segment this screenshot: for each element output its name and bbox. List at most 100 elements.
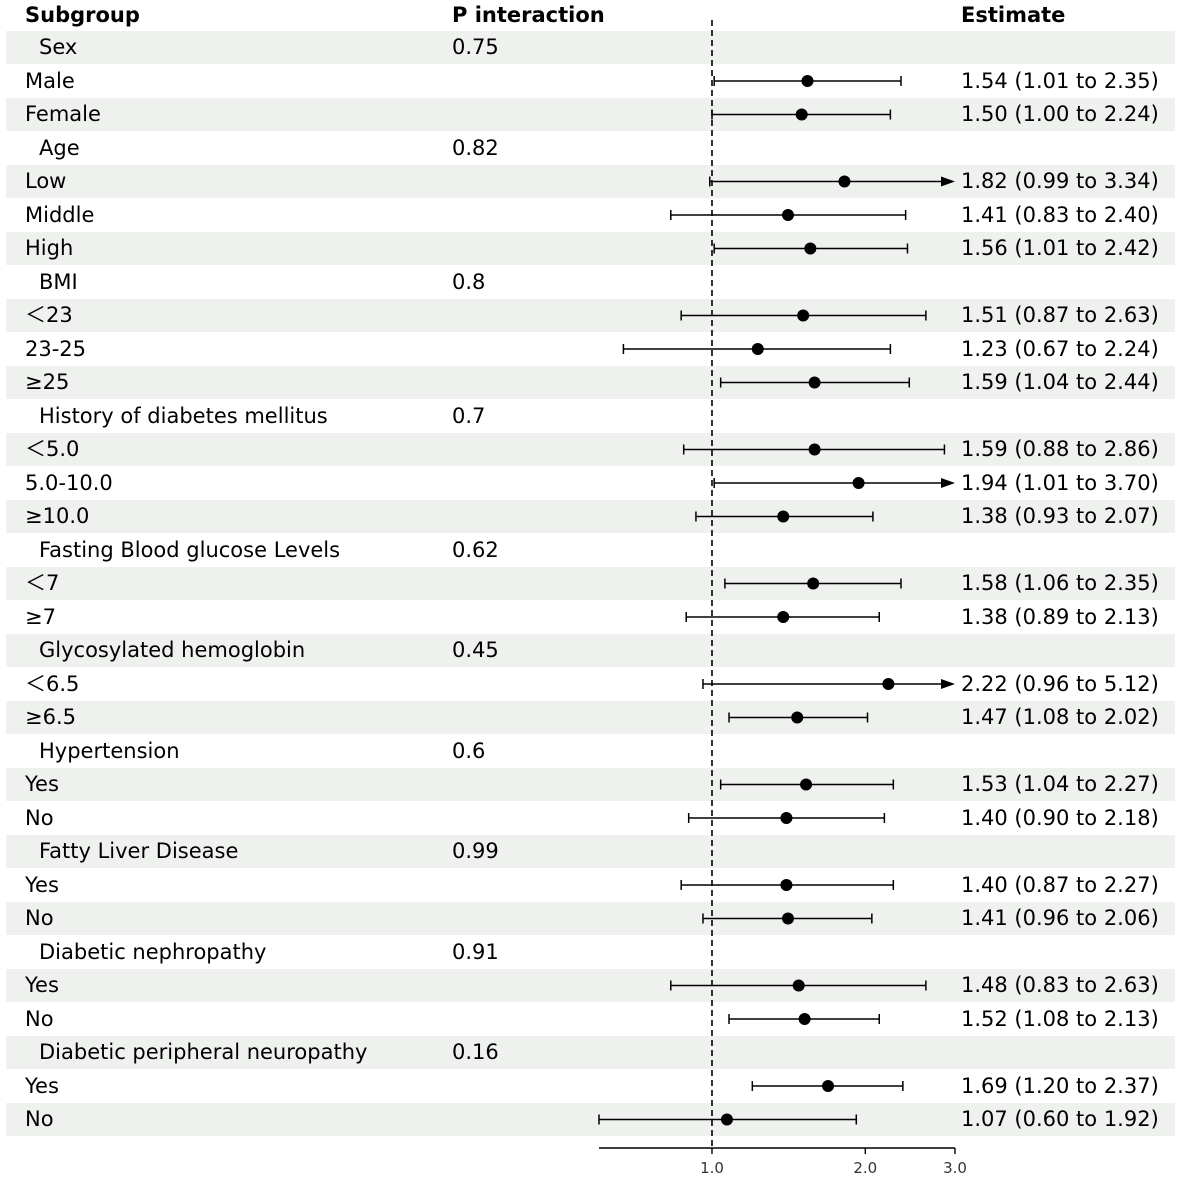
p-interaction-value: 0.91 (452, 939, 499, 964)
point-estimate (852, 477, 865, 489)
estimate-text: 1.56 (1.01 to 2.42) (961, 236, 1159, 260)
subgroup-name: Age (39, 135, 80, 160)
point-estimate (797, 309, 810, 322)
category-label: ＜7 (25, 571, 60, 595)
table-row: ≥25 1.59 (1.04 to 2.44) (6, 366, 1175, 399)
estimate-text: 1.82 (0.99 to 3.34) (961, 169, 1159, 193)
x-tick-label: 1.0 (700, 1159, 724, 1177)
table-row: Yes 1.69 (1.20 to 2.37) (6, 1070, 1175, 1103)
point-estimate (804, 242, 817, 255)
point-estimate (808, 376, 821, 389)
table-row: No 1.07 (0.60 to 1.92) (6, 1103, 1175, 1136)
table-row: 5.0-10.0 1.94 (1.01 to 3.70) (6, 467, 1175, 500)
subgroup-name: Fasting Blood glucose Levels (39, 537, 341, 562)
point-estimate (792, 979, 805, 992)
subgroup-name: Glycosylated hemoglobin (39, 638, 306, 662)
table-row: Yes 1.48 (0.83 to 2.63) (6, 969, 1175, 1002)
estimate-text: 1.54 (1.01 to 2.35) (961, 68, 1159, 93)
category-label: Middle (25, 202, 95, 227)
point-estimate (838, 175, 851, 188)
estimate-text: 1.48 (0.83 to 2.63) (961, 973, 1159, 997)
header-p-interaction: P interaction (452, 3, 605, 27)
table-row: Middle 1.41 (0.83 to 2.40) (6, 199, 1175, 232)
table-row: ≥7 1.38 (0.89 to 2.13) (6, 601, 1175, 634)
subgroup-name: Hypertension (39, 738, 180, 763)
x-tick-label: 2.0 (853, 1159, 877, 1177)
point-estimate (781, 912, 794, 925)
subgroup-header-row: Hypertension 0.6 (6, 735, 1175, 768)
subgroup-header-row: Age 0.82 (6, 132, 1175, 165)
p-interaction-value: 0.6 (452, 738, 486, 763)
table-row: ＜6.5 2.22 (0.96 to 5.12) (6, 668, 1175, 701)
point-estimate (780, 879, 793, 891)
category-label: Yes (25, 1073, 59, 1098)
ci-arrow (941, 679, 955, 689)
estimate-text: 1.94 (1.01 to 3.70) (961, 470, 1159, 495)
category-label: ＜23 (25, 303, 73, 327)
point-estimate (791, 711, 804, 724)
point-estimate (780, 812, 793, 824)
subgroup-header-row: Fatty Liver Disease 0.99 (6, 835, 1175, 868)
x-tick-label: 3.0 (943, 1159, 967, 1177)
ci-arrow (941, 478, 955, 488)
p-interaction-value: 0.75 (452, 35, 499, 59)
point-estimate (822, 1080, 835, 1092)
category-label: Low (25, 169, 67, 193)
table-row: 23-25 1.23 (0.67 to 2.24) (6, 333, 1175, 366)
table-row: ＜5.0 1.59 (0.88 to 2.86) (6, 433, 1175, 466)
subgroup-name: Fatty Liver Disease (39, 839, 239, 863)
estimate-text: 1.07 (0.60 to 1.92) (961, 1107, 1159, 1131)
category-label: Male (25, 68, 75, 93)
point-estimate (777, 611, 790, 623)
table-row: High 1.56 (1.01 to 2.42) (6, 232, 1175, 265)
category-label: No (25, 906, 54, 930)
category-label: No (25, 1006, 54, 1031)
point-estimate (798, 1013, 811, 1025)
subgroup-name: History of diabetes mellitus (39, 403, 328, 428)
table-row: Yes 1.53 (1.04 to 2.27) (6, 768, 1175, 801)
subgroup-name: Diabetic peripheral neuropathy (39, 1040, 368, 1064)
estimate-text: 1.41 (0.83 to 2.40) (961, 202, 1159, 227)
point-estimate (807, 577, 820, 590)
estimate-text: 1.47 (1.08 to 2.02) (961, 705, 1159, 729)
subgroup-name: Sex (39, 35, 78, 59)
p-interaction-value: 0.62 (452, 537, 499, 562)
point-estimate (720, 1113, 733, 1126)
table-row: No 1.52 (1.08 to 2.13) (6, 1003, 1175, 1036)
point-estimate (777, 510, 790, 523)
estimate-text: 1.50 (1.00 to 2.24) (961, 102, 1159, 126)
point-estimate (781, 209, 794, 221)
subgroup-header-row: Sex 0.75 (6, 31, 1175, 64)
category-label: ＜6.5 (25, 671, 80, 696)
table-row: ≥10.0 1.38 (0.93 to 2.07) (6, 500, 1175, 533)
category-label: ≥10.0 (25, 504, 90, 528)
category-label: High (25, 236, 74, 260)
subgroup-header-row: Glycosylated hemoglobin 0.45 (6, 634, 1175, 667)
p-interaction-value: 0.16 (452, 1040, 499, 1064)
table-row: Female 1.50 (1.00 to 2.24) (6, 98, 1175, 131)
table-row: ＜23 1.51 (0.87 to 2.63) (6, 299, 1175, 332)
p-interaction-value: 0.8 (452, 269, 486, 294)
estimate-text: 1.38 (0.89 to 2.13) (961, 604, 1159, 629)
subgroup-name: Diabetic nephropathy (39, 939, 267, 964)
point-estimate (882, 678, 895, 690)
category-label: 23-25 (25, 336, 87, 361)
estimate-text: 1.38 (0.93 to 2.07) (961, 504, 1159, 528)
table-row: No 1.41 (0.96 to 2.06) (6, 902, 1175, 935)
estimate-text: 1.40 (0.87 to 2.27) (961, 872, 1159, 897)
point-estimate (751, 343, 764, 355)
ci-arrow (941, 176, 955, 187)
category-label: No (25, 1107, 54, 1131)
estimate-text: 1.23 (0.67 to 2.24) (961, 336, 1159, 361)
p-interaction-value: 0.82 (452, 135, 499, 160)
table-row: ≥6.5 1.47 (1.08 to 2.02) (6, 701, 1175, 734)
subgroup-name: BMI (39, 269, 78, 294)
category-label: Yes (25, 973, 59, 997)
category-label: Female (25, 102, 101, 126)
estimate-text: 1.58 (1.06 to 2.35) (961, 571, 1159, 595)
category-label: Yes (25, 872, 59, 897)
point-estimate (808, 443, 821, 456)
point-estimate (801, 75, 814, 87)
